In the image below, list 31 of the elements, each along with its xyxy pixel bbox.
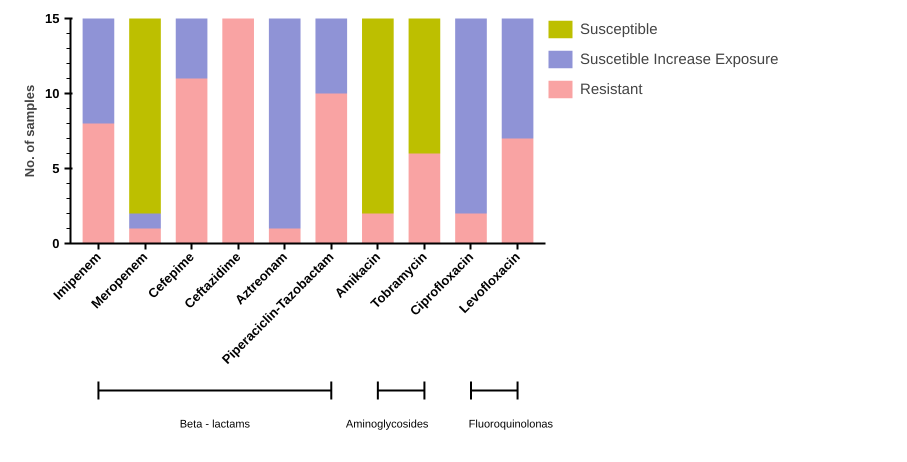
bar bbox=[408, 18, 440, 154]
y-tick-label: 15 bbox=[45, 11, 60, 26]
bar bbox=[408, 154, 440, 244]
bar bbox=[455, 214, 487, 244]
y-tick-label: 10 bbox=[45, 86, 60, 101]
bar bbox=[222, 18, 254, 244]
bar bbox=[455, 18, 487, 214]
y-tick-label: 5 bbox=[52, 161, 60, 176]
text: Fluoroquinolonas bbox=[468, 418, 554, 430]
y-axis-title: No. of samples bbox=[22, 84, 38, 178]
bar bbox=[129, 18, 161, 214]
bar bbox=[268, 18, 301, 228]
bar bbox=[362, 18, 394, 214]
text: Aminoglycosides bbox=[346, 418, 429, 430]
bar bbox=[129, 228, 161, 244]
bar bbox=[502, 138, 534, 244]
bar bbox=[176, 18, 208, 78]
bar bbox=[129, 214, 161, 228]
bar bbox=[362, 214, 394, 244]
bar bbox=[315, 94, 348, 244]
y-tick-label: 0 bbox=[52, 236, 60, 251]
legend-label: Suscetible Increase Exposure bbox=[580, 50, 778, 68]
bar bbox=[268, 228, 301, 244]
legend-label: Susceptible bbox=[580, 20, 658, 38]
text: Beta - lactams bbox=[180, 418, 251, 430]
bar bbox=[82, 18, 114, 124]
bar bbox=[176, 78, 208, 244]
bar bbox=[502, 18, 534, 138]
legend-label: Resistant bbox=[580, 80, 643, 98]
bar bbox=[82, 124, 114, 244]
bar bbox=[315, 18, 348, 94]
